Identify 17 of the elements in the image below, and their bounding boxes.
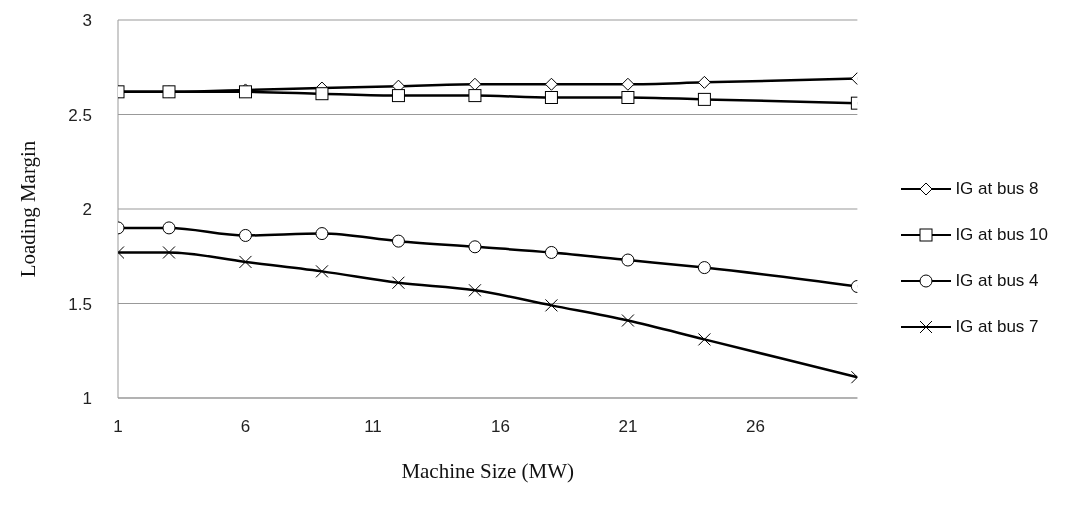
x-tick-label: 21 — [618, 417, 638, 437]
legend-label: IG at bus 4 — [955, 271, 1039, 291]
legend-label: IG at bus 7 — [955, 317, 1039, 337]
x-tick-label: 16 — [490, 417, 510, 437]
y-tick-label: 1.5 — [68, 294, 92, 314]
x-tick-label: 1 — [113, 417, 123, 437]
x-tick-label: 6 — [240, 417, 251, 437]
y-tick-label: 2.5 — [68, 105, 92, 125]
y-tick-label: 3 — [82, 11, 92, 31]
y-axis-title: Loading Margin — [16, 140, 41, 278]
legend-label: IG at bus 10 — [955, 225, 1048, 245]
y-tick-label: 2 — [82, 200, 92, 220]
y-tick-label: 1 — [82, 389, 92, 409]
x-tick-label: 11 — [364, 417, 382, 437]
x-tick-label: 26 — [745, 417, 765, 437]
x-axis-title: Machine Size (MW) — [401, 459, 574, 483]
legend-label: IG at bus 8 — [955, 179, 1039, 199]
